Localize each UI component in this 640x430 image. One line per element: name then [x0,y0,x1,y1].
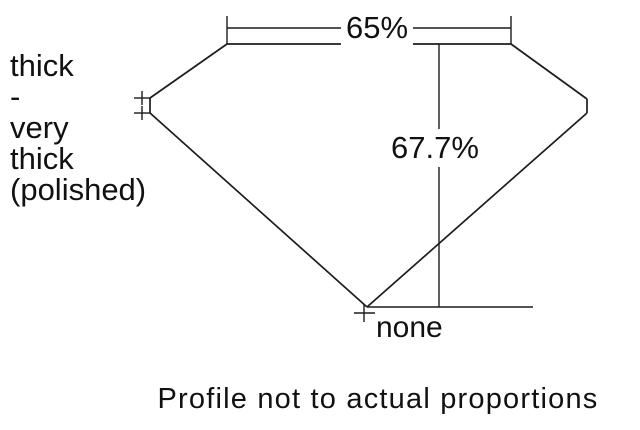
caption: Profile not to actual proportions [157,383,599,415]
girdle-thickness-line-1: thick [10,48,74,83]
measurement-lines [134,16,533,322]
diamond-outline [149,43,588,308]
girdle-thickness-label: thick - very thick (polished) [10,50,146,205]
culet-size-label: none [376,311,443,344]
total-depth-percentage-label: 67.7% [386,129,484,167]
table-width-percentage-label: 65% [340,11,414,45]
pavilion-left-line [149,112,368,308]
crown-right-line [510,43,588,100]
girdle-thickness-line-3: very [10,110,69,145]
girdle-thickness-line-4: thick [10,141,74,176]
girdle-thickness-line-5: (polished) [10,172,147,207]
pavilion-right-line [366,112,588,308]
girdle-thickness-line-2: - [10,79,21,114]
crown-left-line [149,43,228,99]
